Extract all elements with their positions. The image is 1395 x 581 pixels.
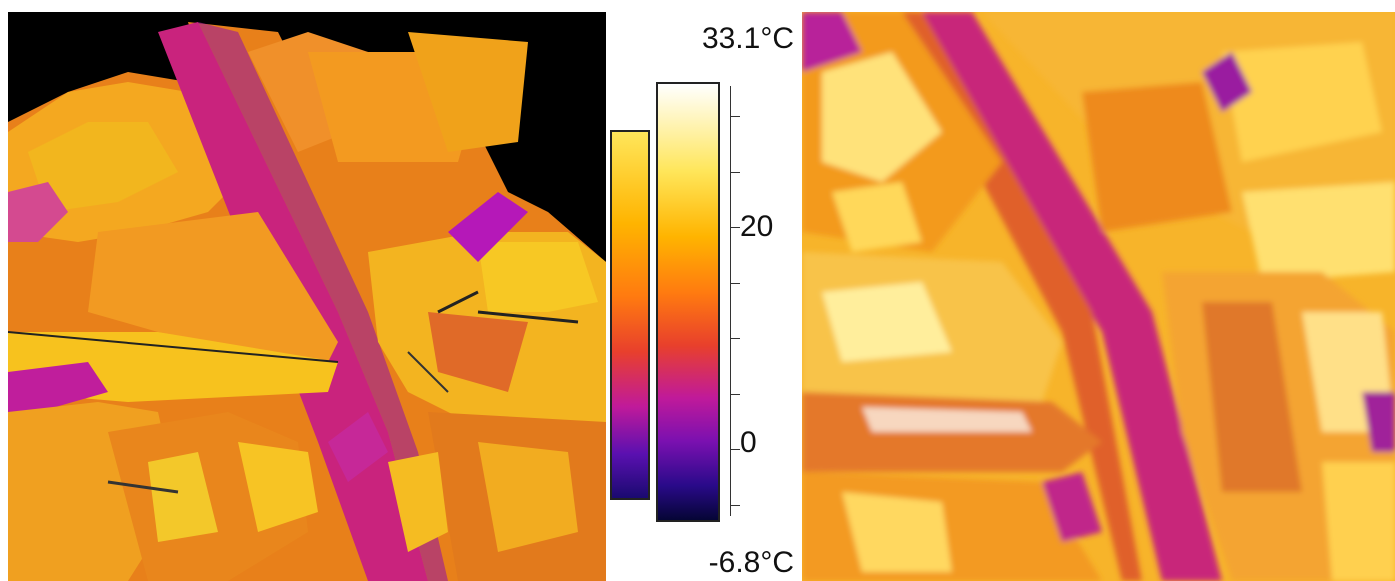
min-temperature-label: -6.8°C: [709, 548, 794, 578]
simulated-thermal-scene: [8, 12, 606, 581]
axis-tick: [730, 394, 740, 395]
axis-tick: [730, 172, 740, 173]
axis-tick: [730, 338, 740, 339]
tick-label-0: 0: [740, 428, 757, 458]
colorbar-axis: [730, 86, 731, 516]
axis-tick: [730, 449, 740, 450]
measured-thermal-scene: [802, 12, 1395, 581]
axis-tick: [730, 283, 740, 284]
temperature-legend: 33.1°C 20 0 -6.8°C: [606, 0, 802, 581]
colorbar-simulated: [610, 130, 650, 500]
simulated-thermal-image: [8, 12, 606, 581]
colorbar-measured: [656, 82, 720, 522]
max-temperature-label: 33.1°C: [702, 24, 794, 54]
axis-tick: [730, 116, 740, 117]
tick-label-20: 20: [740, 212, 773, 242]
axis-tick: [730, 505, 740, 506]
axis-tick: [730, 227, 740, 228]
measured-thermal-image: [802, 12, 1395, 581]
